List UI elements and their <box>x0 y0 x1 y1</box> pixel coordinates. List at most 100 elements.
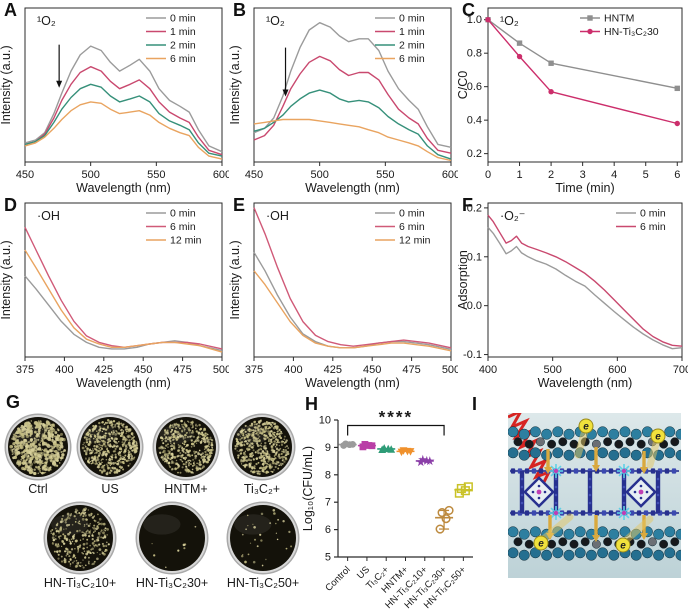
petri-dish <box>152 413 220 481</box>
panel-i-schematic: e e e e <box>508 413 681 578</box>
plate-label: Ti₃C₂+ <box>244 482 280 496</box>
svg-text:475: 475 <box>173 364 191 376</box>
svg-text:Intensity (a.u.): Intensity (a.u.) <box>0 240 13 319</box>
plate-label: HN-Ti₃C₂30+ <box>136 576 208 590</box>
svg-text:Wavelength (nm): Wavelength (nm) <box>76 181 171 195</box>
colonies <box>49 507 110 569</box>
panel-e-chart: 375 400 425 450 475 500 Wavelength (nm) Intensi… <box>229 202 458 390</box>
svg-text:0.8: 0.8 <box>467 48 482 60</box>
scatter-group <box>435 505 454 534</box>
svg-text:e: e <box>583 422 589 433</box>
plot-border <box>253 7 452 163</box>
chart-E: 375 400 425 450 475 500 Wavelength (nm) Intensi… <box>229 202 458 390</box>
panel-e-letter: E <box>233 195 246 215</box>
svg-text:0 min: 0 min <box>640 208 666 220</box>
svg-text:2 min: 2 min <box>170 40 196 52</box>
series-line <box>24 83 223 157</box>
colonies <box>234 419 290 476</box>
svg-text:0.4: 0.4 <box>467 115 482 127</box>
series-line <box>24 249 223 353</box>
svg-text:500: 500 <box>213 364 229 376</box>
svg-text:600: 600 <box>442 169 458 181</box>
svg-text:¹O₂: ¹O₂ <box>500 14 519 28</box>
svg-text:Control: Control <box>323 564 352 593</box>
svg-text:375: 375 <box>245 364 263 376</box>
petri-dish <box>4 413 72 481</box>
series-line <box>24 275 223 352</box>
svg-text:425: 425 <box>324 364 342 376</box>
svg-text:375: 375 <box>16 364 34 376</box>
panel-e: E 375 400 425 450 475 500 Wavelength (nm) Inten… <box>229 195 458 390</box>
svg-text:0 min: 0 min <box>170 208 196 220</box>
series-line <box>253 55 452 154</box>
svg-text:0.1: 0.1 <box>467 251 482 263</box>
svg-text:9: 9 <box>325 442 331 454</box>
chart-D: 375 400 425 450 475 500 Wavelength (nm) Intensi… <box>0 202 229 390</box>
svg-text:1: 1 <box>516 169 522 181</box>
svg-text:¹O₂: ¹O₂ <box>37 14 56 28</box>
svg-text:Intensity (a.u.): Intensity (a.u.) <box>0 45 13 124</box>
plot-border <box>253 202 452 358</box>
svg-text:·O₂⁻: ·O₂⁻ <box>500 209 525 223</box>
svg-text:0 min: 0 min <box>399 208 425 220</box>
svg-text:e: e <box>620 541 626 552</box>
svg-text:3: 3 <box>580 169 586 181</box>
panel-c-letter: C <box>462 0 475 20</box>
plot-border <box>487 7 683 163</box>
svg-text:400: 400 <box>479 364 497 376</box>
svg-text:6: 6 <box>325 524 331 536</box>
scatter-group <box>415 454 435 467</box>
svg-text:600: 600 <box>213 169 229 181</box>
panel-a-letter: A <box>4 0 17 20</box>
svg-text:1.0: 1.0 <box>467 14 482 26</box>
svg-text:12 min: 12 min <box>170 235 202 247</box>
panel-f: F 400 500 600 700 -0.1 0.0 0.1 0.2 Wavelength (n… <box>458 195 688 390</box>
chart-C: 0 1 2 3 4 5 6 0.2 0.4 0.6 0.8 1.0 Time (min) C/C0 HNTM… <box>458 7 683 195</box>
series-line <box>253 89 452 160</box>
panel-d: D 375 400 425 450 475 500 Wavelength (nm) Inten… <box>0 195 229 390</box>
series-line <box>24 101 223 160</box>
series-line <box>487 19 678 125</box>
svg-text:7: 7 <box>325 497 331 509</box>
series-line <box>253 118 452 162</box>
scatter-group <box>396 447 415 457</box>
svg-text:6: 6 <box>674 169 680 181</box>
svg-text:Wavelength (nm): Wavelength (nm) <box>305 181 400 195</box>
petri-dish <box>76 413 144 481</box>
svg-text:5: 5 <box>643 169 649 181</box>
svg-text:Time (min): Time (min) <box>555 181 614 195</box>
plate-label: HN-Ti₃C₂10+ <box>44 576 116 590</box>
panel-a: A 450 500 550 600 Wavelength (nm) Intensity (… <box>0 0 229 195</box>
svg-text:0.2: 0.2 <box>467 148 482 160</box>
svg-text:700: 700 <box>673 364 688 376</box>
svg-text:8: 8 <box>325 469 331 481</box>
panel-g-plates: Ctrl US HNTM+ Ti₃C₂+ HN-Ti₃C₂10+ HN-Ti₃C₂30+ H… <box>4 413 300 590</box>
series-line <box>253 251 452 350</box>
chart-B: 450 500 550 600 Wavelength (nm) Intensity (a.… <box>229 7 458 195</box>
svg-text:2 min: 2 min <box>399 40 425 52</box>
svg-text:Intensity (a.u.): Intensity (a.u.) <box>229 240 242 319</box>
svg-text:1 min: 1 min <box>399 26 425 38</box>
panel-i-letter: I <box>472 394 478 414</box>
svg-text:450: 450 <box>134 364 152 376</box>
scatter-group <box>377 444 396 453</box>
schematic-art: e e e e <box>508 413 681 578</box>
chart-A: 450 500 550 600 Wavelength (nm) Intensity (a.… <box>0 7 229 195</box>
plate-label: HN-Ti₃C₂50+ <box>227 576 299 590</box>
svg-text:Wavelength (nm): Wavelength (nm) <box>76 376 171 390</box>
svg-text:0.2: 0.2 <box>467 202 482 214</box>
plot-border <box>487 202 683 358</box>
colonies <box>151 525 197 568</box>
panel-f-chart: 400 500 600 700 -0.1 0.0 0.1 0.2 Wavelength (nm)… <box>458 202 688 390</box>
series-line <box>487 214 683 347</box>
svg-text:450: 450 <box>245 169 263 181</box>
series-line <box>24 45 223 153</box>
svg-text:400: 400 <box>55 364 73 376</box>
svg-text:400: 400 <box>284 364 302 376</box>
svg-text:500: 500 <box>442 364 458 376</box>
series-line <box>24 226 223 350</box>
petri-dish <box>43 501 117 575</box>
svg-text:600: 600 <box>608 364 626 376</box>
